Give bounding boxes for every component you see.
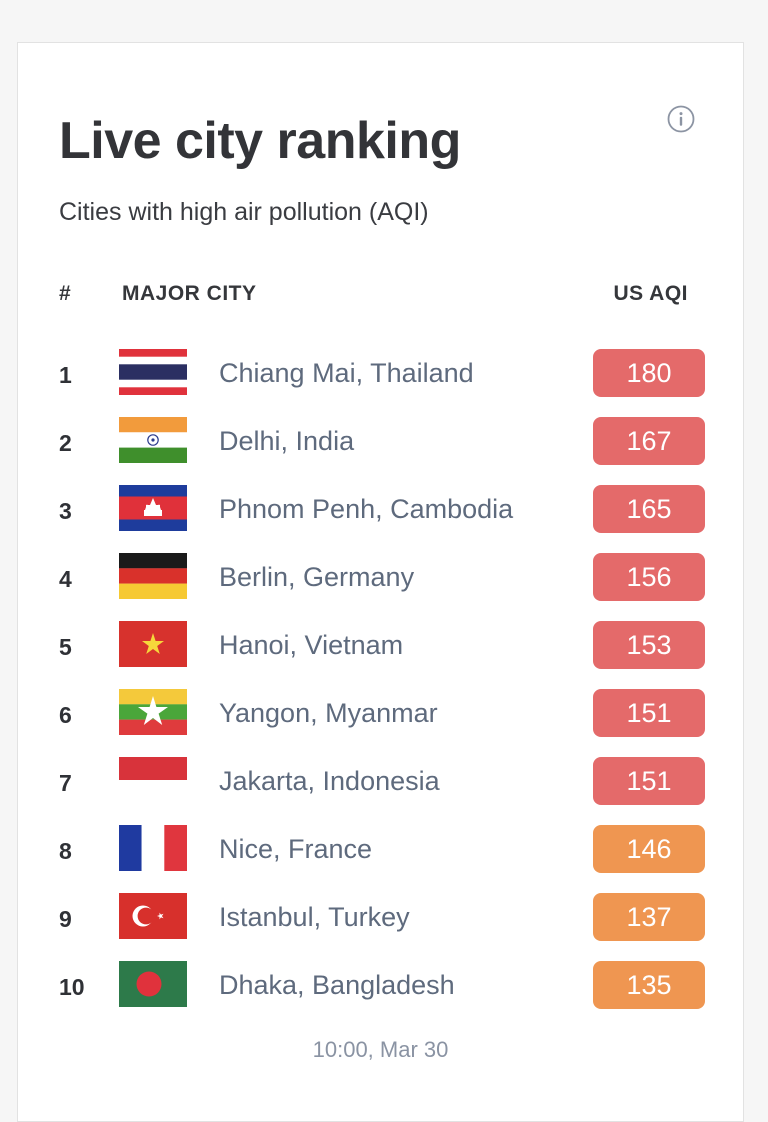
city-name[interactable]: Istanbul, Turkey <box>219 902 410 932</box>
france-flag-icon <box>119 825 187 871</box>
city-name[interactable]: Delhi, India <box>219 426 355 456</box>
aqi-badge: 146 <box>593 825 705 873</box>
ranking-row[interactable]: 9 Istanbul, Turkey 137 <box>18 893 743 961</box>
ranking-list: 1 Chiang Mai, Thailand 180 2 Delhi, Indi… <box>18 349 743 1029</box>
rank-number: 3 <box>59 498 72 524</box>
rank-number: 10 <box>59 974 85 1000</box>
vietnam-flag-icon <box>119 621 187 667</box>
aqi-badge: 151 <box>593 757 705 805</box>
ranking-row[interactable]: 7 Jakarta, Indonesia 151 <box>18 757 743 825</box>
rank-number: 6 <box>59 702 72 728</box>
city-name[interactable]: Dhaka, Bangladesh <box>219 970 455 1000</box>
city-name[interactable]: Phnom Penh, Cambodia <box>219 494 514 524</box>
ranking-row[interactable]: 8 Nice, France 146 <box>18 825 743 893</box>
ranking-row[interactable]: 5 Hanoi, Vietnam 153 <box>18 621 743 689</box>
thailand-flag-icon <box>119 349 187 395</box>
aqi-badge: 165 <box>593 485 705 533</box>
city-name[interactable]: Jakarta, Indonesia <box>219 766 440 796</box>
bangladesh-flag-icon <box>119 961 187 1007</box>
rank-number: 9 <box>59 906 72 932</box>
update-timestamp: 10:00, Mar 30 <box>312 1037 449 1062</box>
city-name[interactable]: Berlin, Germany <box>219 562 415 592</box>
rank-number: 4 <box>59 566 72 592</box>
cambodia-flag-icon <box>119 485 187 531</box>
aqi-badge: 167 <box>593 417 705 465</box>
column-header-rank: # <box>59 282 72 305</box>
aqi-badge: 156 <box>593 553 705 601</box>
ranking-row[interactable]: 3 Phnom Penh, Cambodia 165 <box>18 485 743 553</box>
ranking-card: Live city ranking Cities with high air p… <box>17 42 744 1122</box>
column-header-aqi: US AQI <box>613 282 688 305</box>
aqi-badge: 180 <box>593 349 705 397</box>
india-flag-icon <box>119 417 187 463</box>
city-name[interactable]: Chiang Mai, Thailand <box>219 358 474 388</box>
germany-flag-icon <box>119 553 187 599</box>
ranking-row[interactable]: 4 Berlin, Germany 156 <box>18 553 743 621</box>
city-name[interactable]: Yangon, Myanmar <box>219 698 438 728</box>
rank-number: 1 <box>59 362 72 388</box>
myanmar-flag-icon <box>119 689 187 735</box>
aqi-badge: 137 <box>593 893 705 941</box>
rank-number: 5 <box>59 634 72 660</box>
rank-number: 7 <box>59 770 72 796</box>
ranking-row[interactable]: 10 Dhaka, Bangladesh 135 <box>18 961 743 1029</box>
ranking-row[interactable]: 1 Chiang Mai, Thailand 180 <box>18 349 743 417</box>
ranking-row[interactable]: 2 Delhi, India 167 <box>18 417 743 485</box>
aqi-badge: 151 <box>593 689 705 737</box>
indonesia-flag-icon <box>119 757 187 803</box>
turkey-flag-icon <box>119 893 187 939</box>
ranking-row[interactable]: 6 Yangon, Myanmar 151 <box>18 689 743 757</box>
aqi-badge: 135 <box>593 961 705 1009</box>
rank-number: 8 <box>59 838 72 864</box>
city-name[interactable]: Hanoi, Vietnam <box>219 630 404 660</box>
page-title: Live city ranking <box>59 112 461 170</box>
info-circle-icon[interactable] <box>667 105 695 133</box>
page-subtitle: Cities with high air pollution (AQI) <box>59 198 429 226</box>
column-header-city: MAJOR CITY <box>122 282 257 305</box>
city-name[interactable]: Nice, France <box>219 834 373 864</box>
aqi-badge: 153 <box>593 621 705 669</box>
rank-number: 2 <box>59 430 72 456</box>
